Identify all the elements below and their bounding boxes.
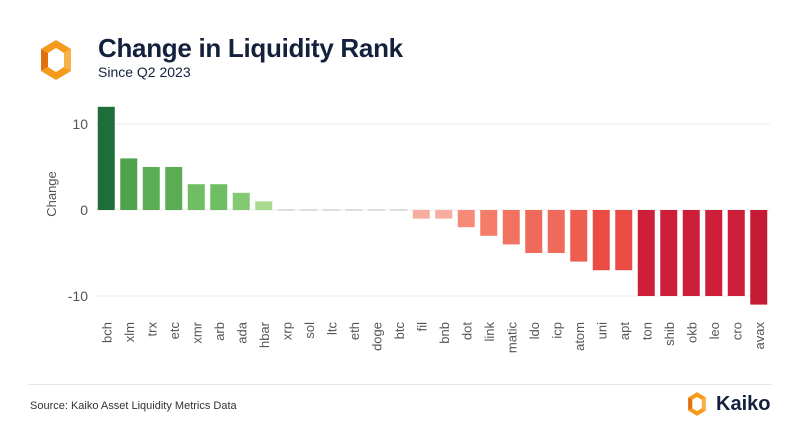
x-tick-label: apt bbox=[617, 322, 632, 340]
kaiko-logo-icon bbox=[688, 392, 706, 416]
bar-hbar bbox=[255, 201, 273, 210]
x-tick-label: bnb bbox=[437, 322, 452, 344]
x-tick-label: ltc bbox=[324, 322, 339, 336]
bar-okb bbox=[682, 210, 700, 296]
x-tick-label: arb bbox=[212, 322, 227, 341]
x-tick-label: ldo bbox=[527, 322, 542, 339]
x-tick-label: okb bbox=[684, 322, 699, 343]
x-tick-label: doge bbox=[369, 322, 384, 351]
bar-icp bbox=[547, 210, 565, 253]
x-tick-label: dot bbox=[459, 322, 474, 340]
x-tick-label: matic bbox=[504, 322, 519, 354]
bar-fil bbox=[412, 210, 430, 219]
x-tick-label: eth bbox=[347, 322, 362, 340]
x-tick-label: avax bbox=[752, 322, 767, 350]
x-tick-label: hbar bbox=[257, 321, 272, 348]
bar-matic bbox=[502, 210, 520, 245]
bar-cro bbox=[727, 210, 745, 296]
x-tick-label: cro bbox=[729, 322, 744, 340]
bar-link bbox=[480, 210, 498, 236]
y-tick-label: -10 bbox=[68, 288, 88, 304]
x-tick-label: xrp bbox=[279, 322, 294, 340]
x-tick-label: ton bbox=[639, 322, 654, 340]
kaiko-logo-icon bbox=[41, 40, 71, 80]
x-tick-label: bch bbox=[99, 322, 114, 343]
source-note: Source: Kaiko Asset Liquidity Metrics Da… bbox=[30, 400, 237, 412]
x-tick-label: link bbox=[482, 322, 497, 342]
bar-eth bbox=[345, 209, 363, 211]
x-tick-label: icp bbox=[549, 322, 564, 339]
bar-etc bbox=[165, 167, 183, 210]
bar-bch bbox=[97, 106, 115, 210]
bar-atom bbox=[570, 210, 588, 262]
brand-name: Kaiko bbox=[716, 392, 771, 415]
x-tick-label: sol bbox=[302, 322, 317, 339]
bar-bnb bbox=[435, 210, 453, 219]
x-tick-label: leo bbox=[707, 322, 722, 339]
footer-divider bbox=[28, 384, 772, 385]
bar-sol bbox=[300, 209, 318, 211]
brand-logo: Kaiko bbox=[684, 391, 770, 417]
bar-btc bbox=[390, 209, 408, 211]
bar-uni bbox=[592, 210, 610, 271]
x-tick-label: btc bbox=[392, 322, 407, 340]
bar-xmr bbox=[187, 184, 205, 210]
bar-leo bbox=[705, 210, 723, 296]
bar-xrp bbox=[277, 209, 295, 211]
bar-apt bbox=[615, 210, 633, 271]
chart-title: Change in Liquidity Rank bbox=[98, 33, 403, 63]
y-axis-label: Change bbox=[44, 171, 59, 217]
bar-ltc bbox=[322, 209, 340, 211]
bar-ton bbox=[637, 210, 655, 296]
bar-arb bbox=[210, 184, 228, 210]
x-tick-label: etc bbox=[167, 322, 182, 340]
x-tick-label: shib bbox=[662, 322, 677, 346]
y-tick-label: 10 bbox=[72, 116, 88, 132]
x-tick-label: atom bbox=[572, 322, 587, 351]
bar-avax bbox=[750, 210, 768, 305]
x-tick-label: fil bbox=[414, 322, 429, 332]
bar-ada bbox=[232, 192, 250, 210]
x-tick-label: ada bbox=[234, 321, 249, 343]
x-tick-label: xmr bbox=[189, 321, 204, 343]
chart-subtitle: Since Q2 2023 bbox=[98, 64, 191, 80]
y-tick-label: 0 bbox=[80, 202, 88, 218]
x-tick-label: uni bbox=[594, 322, 609, 339]
bar-shib bbox=[660, 210, 678, 296]
bar-xlm bbox=[120, 158, 138, 210]
bar-dot bbox=[457, 210, 475, 228]
bar-doge bbox=[367, 209, 385, 211]
bar-trx bbox=[142, 167, 160, 210]
x-tick-label: trx bbox=[144, 322, 159, 337]
x-tick-label: xlm bbox=[122, 322, 137, 342]
bar-ldo bbox=[525, 210, 543, 253]
